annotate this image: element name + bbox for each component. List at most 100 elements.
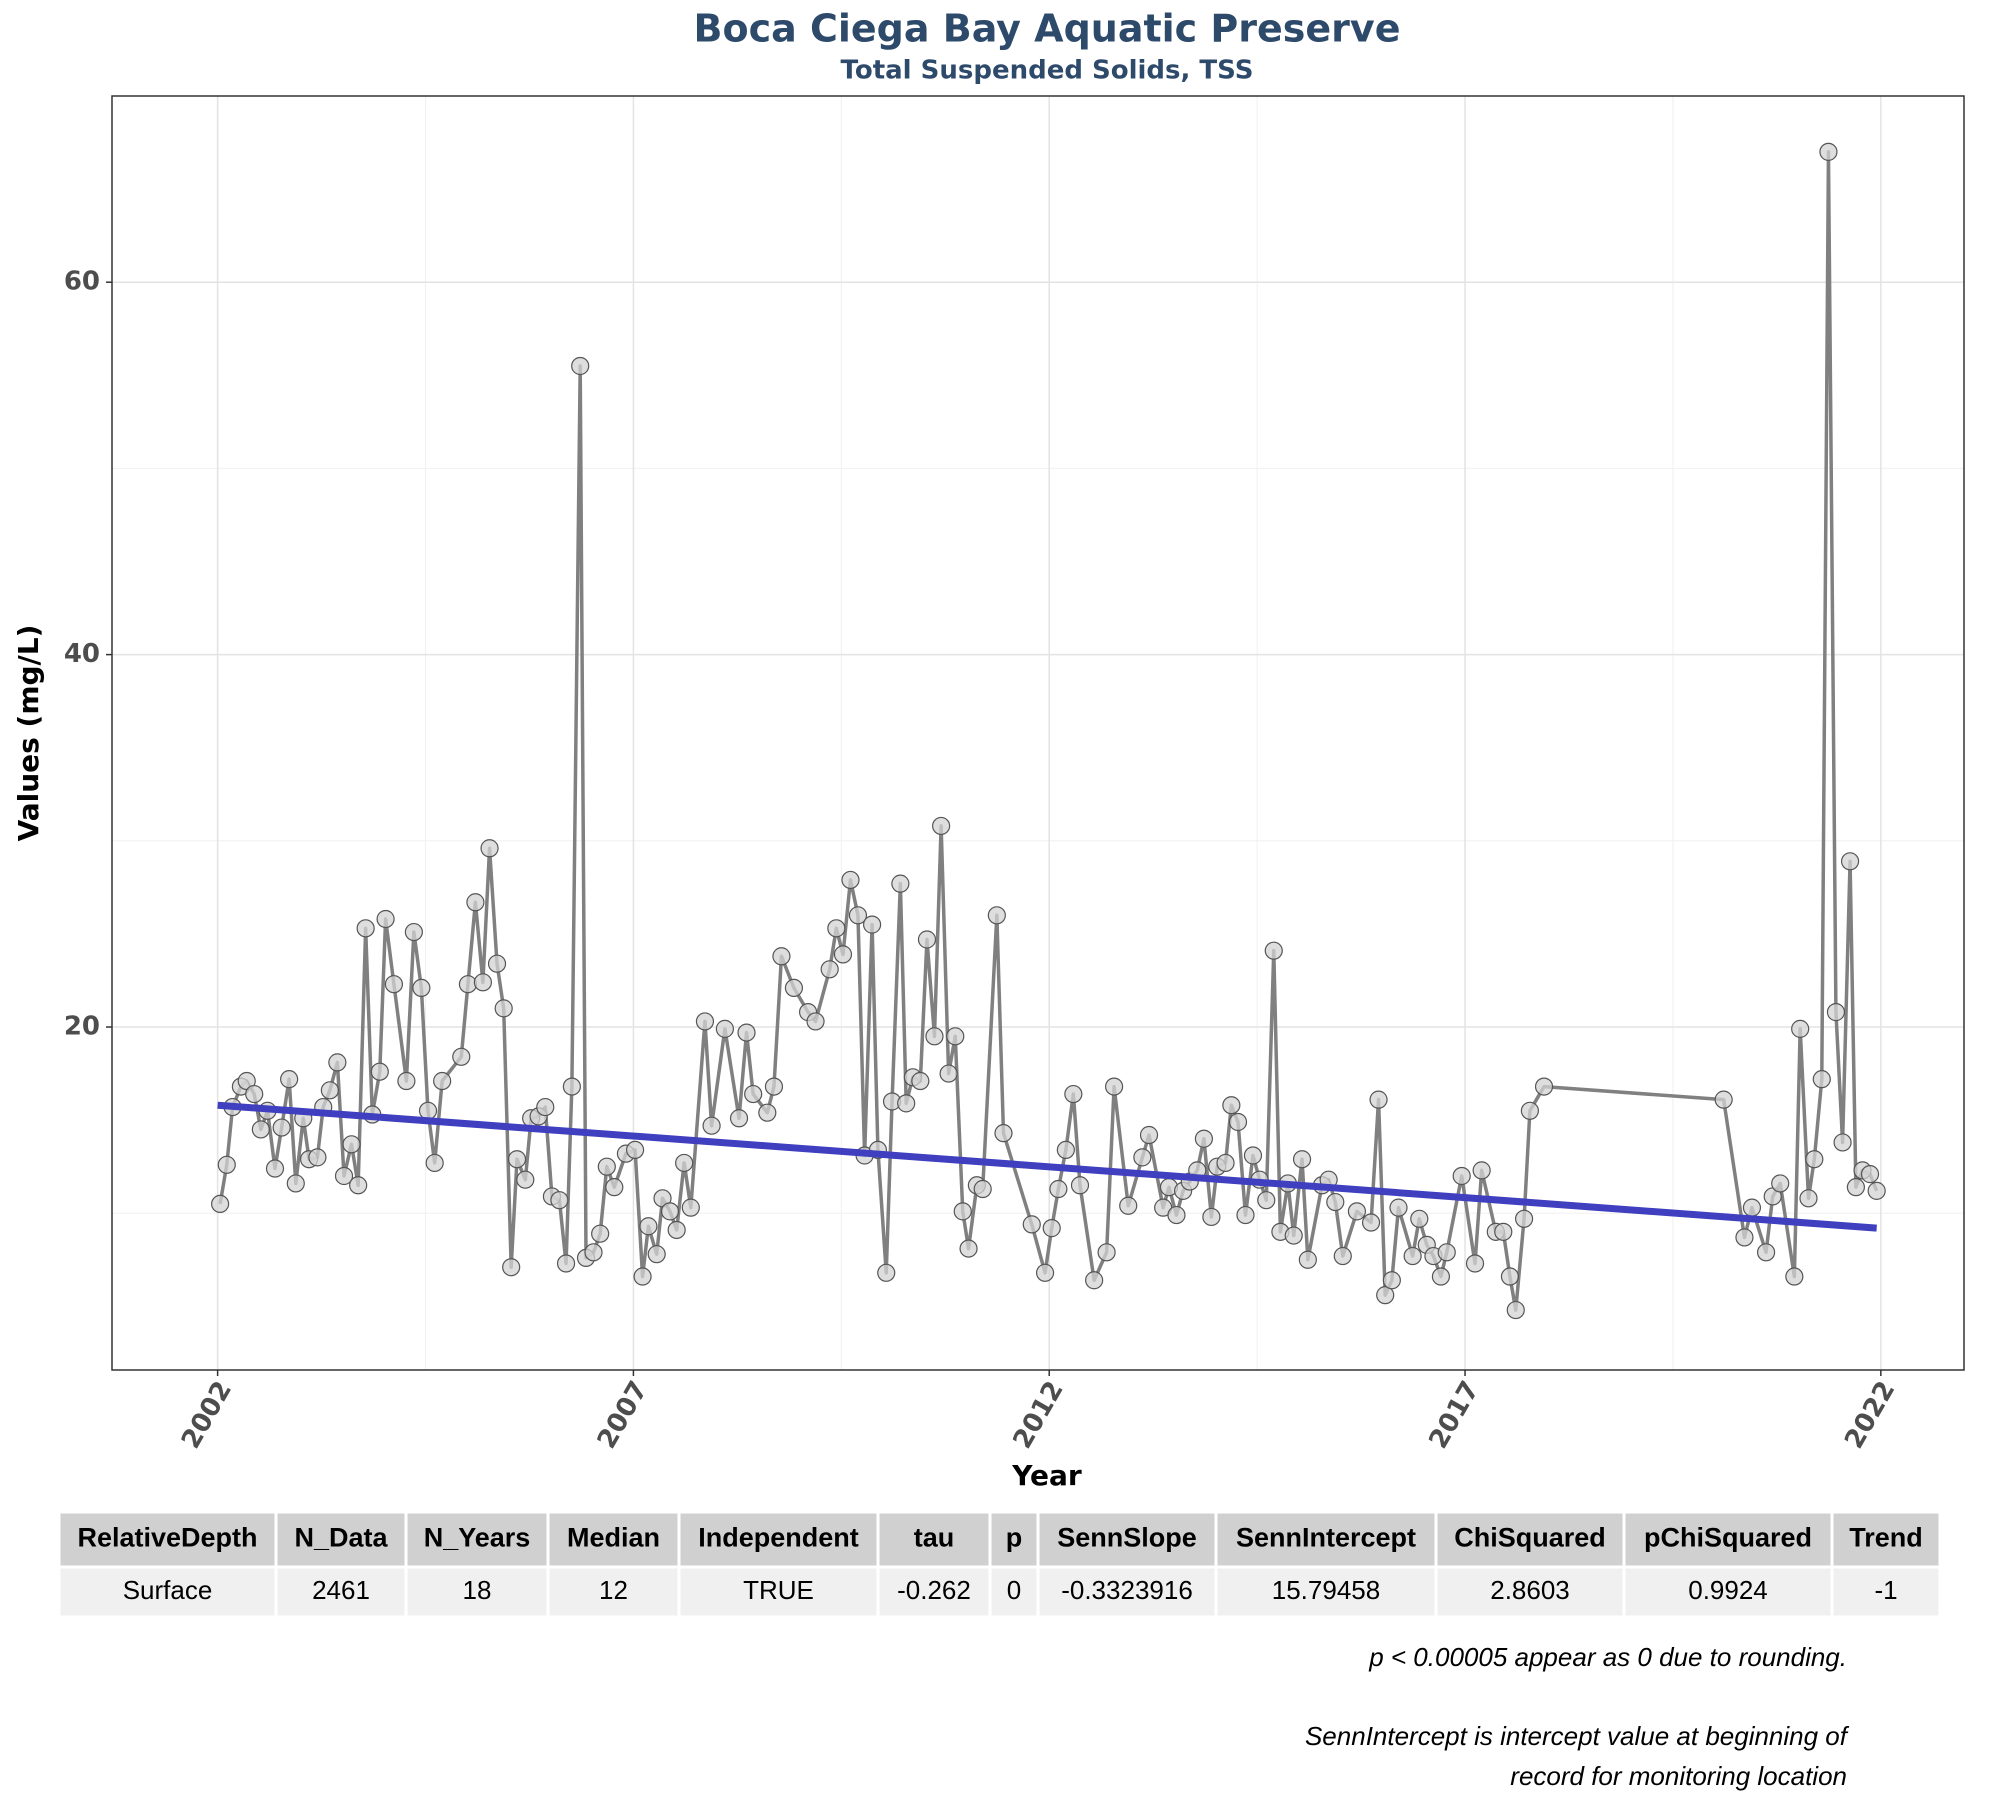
table-header-cell: [1214, 1510, 1438, 1569]
data-point: [494, 999, 513, 1018]
data-point: [597, 1157, 616, 1176]
data-point: [702, 1116, 721, 1135]
table-header-cell: [988, 1510, 1040, 1569]
table-header: N_Data: [294, 1523, 388, 1553]
data-point: [1735, 1228, 1754, 1247]
data-point: [1228, 1112, 1248, 1132]
data-point: [584, 1243, 603, 1262]
data-point: [1799, 1189, 1818, 1208]
data-point: [376, 909, 395, 929]
data-point: [764, 1077, 784, 1096]
data-point: [911, 1071, 930, 1091]
table-value: 0.9924: [1688, 1575, 1768, 1605]
data-point: [987, 906, 1006, 925]
data-point: [758, 1103, 777, 1122]
data-point: [1534, 1077, 1554, 1096]
table-cell: [1622, 1565, 1834, 1619]
data-point: [1771, 1174, 1790, 1193]
table-value: 18: [463, 1575, 492, 1605]
data-point: [1133, 1148, 1152, 1167]
data-point: [1298, 1250, 1317, 1269]
table-header-cell: [1830, 1510, 1942, 1569]
table-header: Median: [567, 1523, 660, 1553]
data-point: [1867, 1181, 1886, 1200]
data-point: [356, 919, 375, 938]
data-point: [349, 1176, 368, 1195]
data-point: [1139, 1125, 1159, 1145]
data-point: [973, 1179, 992, 1199]
data-point: [397, 1071, 416, 1091]
data-point: [1257, 1191, 1276, 1210]
data-point: [1826, 1003, 1846, 1022]
data-point: [370, 1062, 389, 1081]
data-point: [625, 1140, 645, 1160]
data-point: [320, 1081, 339, 1100]
data-point: [433, 1071, 452, 1091]
data-point: [1049, 1179, 1068, 1199]
data-point: [1382, 1271, 1401, 1290]
data-point: [404, 922, 423, 942]
data-point: [466, 893, 485, 912]
data-point: [1347, 1202, 1367, 1221]
data-point: [502, 1258, 521, 1277]
y-tick-label: 60: [64, 267, 100, 297]
data-point: [605, 1178, 624, 1197]
data-point: [1202, 1207, 1221, 1227]
data-point: [1376, 1286, 1395, 1305]
data-point: [1812, 1070, 1831, 1089]
data-point: [412, 978, 431, 998]
x-tick-label: 2002: [176, 1376, 238, 1454]
data-point: [806, 1012, 825, 1031]
data-point: [897, 1094, 916, 1113]
data-point: [667, 1220, 686, 1240]
table-header: SennSlope: [1057, 1523, 1197, 1553]
data-point: [1437, 1243, 1456, 1262]
data-point: [1500, 1267, 1520, 1286]
data-point: [1846, 1178, 1865, 1197]
data-point: [384, 975, 404, 994]
table-header: RelativeDepth: [77, 1523, 257, 1553]
data-point: [841, 870, 860, 890]
data-point: [550, 1191, 569, 1210]
table-header: Trend: [1849, 1523, 1923, 1553]
data-point: [507, 1150, 527, 1169]
data-point: [1860, 1165, 1880, 1184]
data-point: [1035, 1263, 1055, 1282]
x-tick-label: 2022: [1839, 1376, 1901, 1454]
data-point: [953, 1202, 972, 1221]
data-point: [1410, 1209, 1429, 1228]
data-point: [1714, 1090, 1733, 1109]
data-point: [772, 947, 791, 966]
data-point: [334, 1166, 354, 1186]
data-point: [939, 1064, 958, 1083]
x-tick-label: 2007: [592, 1376, 654, 1454]
data-point: [959, 1239, 978, 1258]
data-point: [1785, 1267, 1804, 1286]
table-cell: [1830, 1565, 1942, 1619]
table-value: 12: [599, 1575, 628, 1605]
data-point: [1243, 1146, 1263, 1165]
data-point: [1465, 1254, 1485, 1273]
table-value: -1: [1874, 1575, 1897, 1605]
data-point: [1452, 1166, 1471, 1186]
data-point: [1064, 1084, 1083, 1104]
table-cell: [988, 1565, 1040, 1619]
data-point: [1840, 852, 1860, 871]
data-point: [1056, 1140, 1075, 1160]
data-point: [1805, 1150, 1824, 1169]
table-cell: [404, 1565, 550, 1619]
data-point: [480, 839, 499, 858]
data-point: [833, 945, 853, 964]
data-point: [1389, 1198, 1408, 1217]
data-point: [452, 1047, 471, 1066]
x-tick-label: 2017: [1423, 1376, 1485, 1454]
data-point: [1167, 1205, 1186, 1225]
data-point: [1264, 941, 1283, 960]
data-point: [1520, 1101, 1539, 1120]
data-point: [1756, 1243, 1776, 1262]
data-point: [744, 1084, 763, 1104]
data-point: [1833, 1133, 1852, 1152]
data-point: [862, 915, 882, 934]
data-point: [487, 954, 507, 973]
